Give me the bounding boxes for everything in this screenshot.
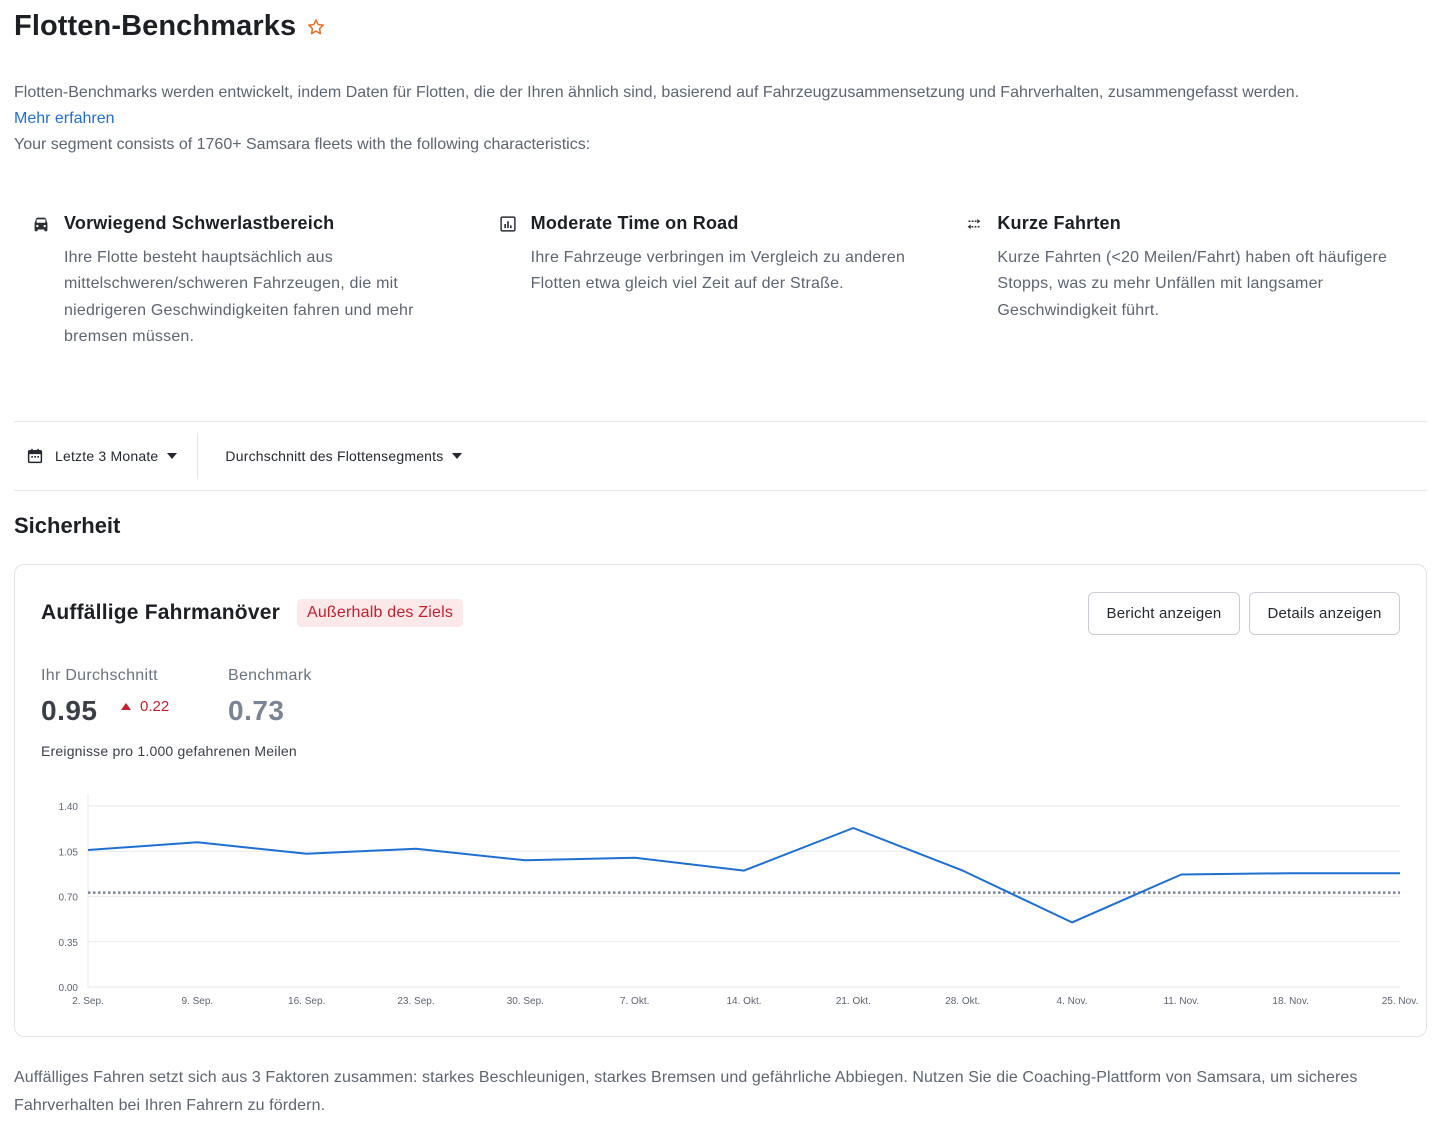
intro-text: Flotten-Benchmarks werden entwickelt, in… — [14, 84, 1300, 101]
car-icon — [34, 217, 48, 232]
chevron-down-icon — [167, 453, 178, 459]
star-icon[interactable] — [306, 17, 326, 37]
view-report-button[interactable]: Bericht anzeigen — [1088, 592, 1240, 635]
harsh-driving-card: Auffällige Fahrmanöver Außerhalb des Zie… — [14, 564, 1427, 1037]
x-tick-label: 30. Sep. — [507, 996, 544, 1007]
x-tick-label: 14. Okt. — [726, 996, 761, 1007]
y-tick-label: 0.35 — [59, 938, 79, 949]
calendar-icon — [27, 448, 43, 464]
trait-title: Vorwiegend Schwerlastbereich — [64, 213, 335, 233]
x-tick-label: 11. Nov. — [1163, 996, 1199, 1007]
x-tick-label: 2. Sep. — [72, 996, 104, 1007]
unit-label: Ereignisse pro 1.000 gefahrenen Meilen — [41, 743, 297, 759]
series-line — [87, 827, 1400, 924]
x-tick-label: 21. Okt. — [836, 996, 871, 1007]
x-tick-label: 25. Nov. — [1382, 996, 1419, 1007]
card-header: Auffällige Fahrmanöver Außerhalb des Zie… — [41, 599, 464, 627]
own-average-label: Ihr Durchschnitt — [41, 667, 158, 684]
bar-chart-icon — [500, 216, 516, 232]
delta-indicator: 0.22 — [121, 698, 169, 715]
comparison-label: Durchschnitt des Flottensegments — [225, 448, 444, 464]
period-label: Letzte 3 Monate — [55, 448, 159, 464]
benchmark-value: 0.73 — [228, 695, 285, 726]
trait-text: Ihre Flotte besteht hauptsächlich aus mi… — [64, 249, 414, 346]
page-header: Flotten-Benchmarks — [14, 10, 326, 43]
filter-bar: Letzte 3 Monate Durchschnitt des Flotten… — [14, 421, 1427, 491]
y-tick-label: 0.00 — [59, 983, 79, 994]
trait-title: Moderate Time on Road — [530, 213, 739, 233]
y-tick-label: 1.40 — [59, 802, 79, 813]
trait-short-trips: Kurze Fahrten Kurze Fahrten (<20 Meilen/… — [963, 210, 1430, 351]
segment-description: Your segment consists of 1760+ Samsara f… — [14, 136, 591, 153]
y-tick-label: 0.70 — [59, 893, 79, 904]
trait-title: Kurze Fahrten — [997, 213, 1121, 233]
own-average: Ihr Durchschnitt 0.95 — [41, 667, 158, 727]
intro-block: Flotten-Benchmarks werden entwickelt, in… — [14, 80, 1424, 158]
chevron-down-icon — [452, 453, 463, 459]
segment-traits: Vorwiegend Schwerlastbereich Ihre Flotte… — [30, 210, 1430, 351]
trait-heavy-duty: Vorwiegend Schwerlastbereich Ihre Flotte… — [30, 210, 497, 351]
footer-note: Auffälliges Fahren setzt sich aus 3 Fakt… — [14, 1069, 1358, 1114]
x-tick-label: 18. Nov. — [1272, 996, 1309, 1007]
x-tick-label: 28. Okt. — [945, 996, 980, 1007]
x-tick-label: 4. Nov. — [1057, 996, 1088, 1007]
learn-more-link[interactable]: Mehr erfahren — [14, 110, 115, 127]
delta-value: 0.22 — [140, 698, 170, 715]
x-tick-label: 9. Sep. — [181, 996, 213, 1007]
section-title: Sicherheit — [14, 513, 121, 538]
benchmark-label: Benchmark — [228, 667, 312, 684]
trend-chart: 0.00 0.35 0.70 1.05 1.40 2. Sep. 9. Sep. 16. Se… — [59, 794, 1419, 1007]
card-title: Auffällige Fahrmanöver — [41, 601, 280, 624]
own-average-value: 0.95 — [41, 695, 98, 726]
comparison-dropdown[interactable]: Durchschnitt des Flottensegments — [198, 433, 463, 479]
trait-text: Ihre Fahrzeuge verbringen im Vergleich z… — [530, 249, 906, 293]
trait-time-on-road: Moderate Time on Road Ihre Fahrzeuge ver… — [497, 210, 964, 351]
status-badge: Außerhalb des Ziels — [296, 599, 464, 627]
x-tick-label: 16. Sep. — [288, 996, 325, 1007]
page-title: Flotten-Benchmarks — [14, 10, 297, 42]
period-dropdown[interactable]: Letzte 3 Monate — [14, 433, 199, 479]
swap-arrows-icon — [967, 218, 981, 230]
x-tick-label: 7. Okt. — [620, 996, 649, 1007]
arrow-up-icon — [121, 703, 131, 710]
view-details-button[interactable]: Details anzeigen — [1249, 592, 1400, 635]
y-tick-label: 1.05 — [59, 847, 79, 858]
x-tick-label: 23. Sep. — [397, 996, 434, 1007]
trait-text: Kurze Fahrten (<20 Meilen/Fahrt) haben o… — [997, 249, 1388, 319]
benchmark: Benchmark 0.73 — [228, 667, 312, 727]
